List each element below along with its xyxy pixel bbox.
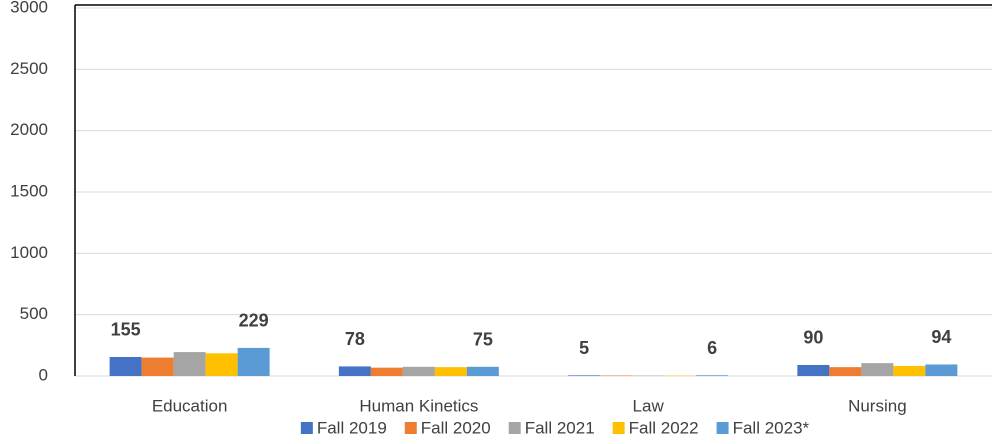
bar: [370, 367, 403, 376]
bar: [925, 364, 958, 376]
bar: [696, 375, 729, 376]
y-tick-label: 500: [20, 304, 48, 323]
bar: [205, 353, 238, 376]
bar: [568, 375, 601, 376]
bar: [173, 352, 206, 376]
x-tick-label: Nursing: [848, 396, 907, 415]
legend-swatch: [612, 422, 625, 434]
legend-label: Fall 2023*: [733, 418, 810, 437]
legend-swatch: [404, 422, 417, 434]
legend-label: Fall 2022: [629, 418, 699, 437]
legend-swatch: [508, 422, 521, 434]
legend-label: Fall 2019: [317, 418, 387, 437]
legend-label: Fall 2021: [525, 418, 595, 437]
x-tick-label: Human Kinetics: [359, 396, 478, 415]
bar: [893, 365, 926, 376]
data-label: 5: [579, 338, 589, 358]
y-tick-label: 0: [39, 365, 48, 384]
y-tick-label: 2500: [10, 59, 48, 78]
data-label: 75: [473, 330, 493, 350]
data-label: 229: [239, 311, 269, 331]
bar: [237, 347, 270, 376]
x-tick-label: Law: [633, 396, 665, 415]
y-tick-label: 1000: [10, 243, 48, 262]
data-label: 6: [707, 338, 717, 358]
legend-label: Fall 2020: [421, 418, 491, 437]
bar: [829, 367, 862, 376]
data-label: 94: [931, 327, 951, 347]
data-label: 78: [345, 329, 365, 349]
legend-swatch: [300, 422, 313, 434]
bar: [338, 366, 371, 376]
x-tick-label: Education: [152, 396, 228, 415]
y-tick-label: 3000: [10, 0, 48, 16]
bar: [141, 357, 174, 376]
bar: [797, 364, 830, 376]
data-label: 155: [111, 320, 141, 340]
y-tick-label: 2000: [10, 120, 48, 139]
y-tick-label: 1500: [10, 181, 48, 200]
bar: [434, 367, 467, 376]
bar: [109, 356, 142, 376]
legend-swatch: [716, 422, 729, 434]
data-label: 90: [803, 328, 823, 348]
bar: [861, 363, 894, 376]
bar: [402, 366, 435, 376]
bar: [466, 366, 499, 376]
